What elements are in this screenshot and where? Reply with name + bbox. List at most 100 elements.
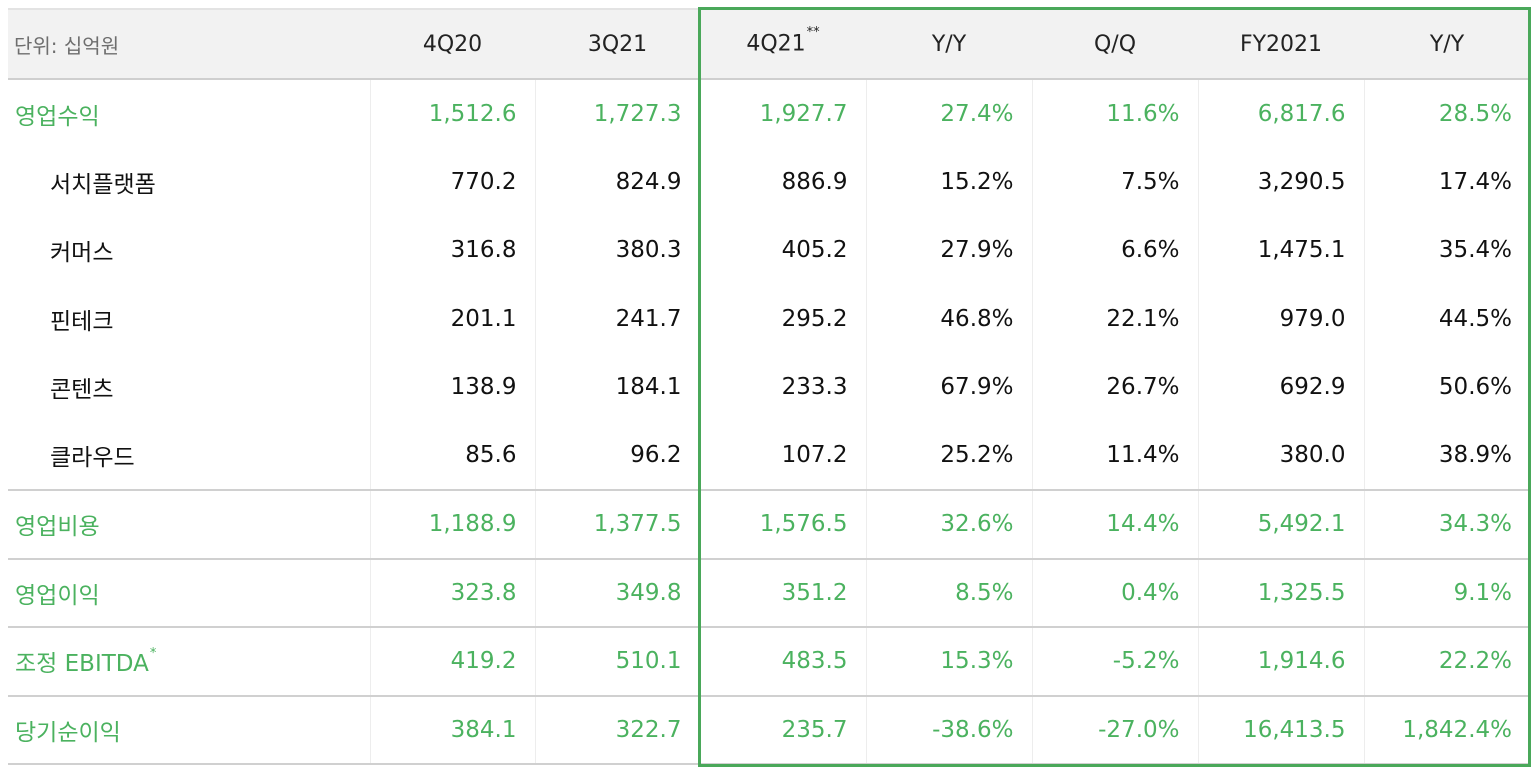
cell-yoy-quarter: 8.5% (865, 557, 1032, 627)
column-header-fy2021: FY2021 (1198, 8, 1364, 80)
cell-yoy-quarter: 32.6% (865, 489, 1032, 559)
table-row-operating-expenses: 영업비용 1,188.9 1,377.5 1,576.5 32.6% 14.4% 5,492… (8, 489, 1530, 559)
cell-yoy-quarter: 15.3% (865, 626, 1032, 696)
cell-yoy-annual: 9.1% (1363, 557, 1530, 627)
row-label: 영업이익 (8, 557, 370, 627)
cell-3q21: 322.7 (534, 694, 700, 765)
cell-3q21: 510.1 (534, 626, 700, 696)
row-label: 클라우드 (8, 422, 370, 491)
row-label: 조정 EBITDA* (8, 626, 370, 696)
unit-label: 단위: 십억원 (8, 8, 370, 80)
row-label-text: 클라우드 (50, 445, 135, 472)
cell-yoy-quarter: 27.9% (865, 216, 1032, 285)
cell-3q21: 349.8 (534, 557, 700, 627)
cell-4q21: 107.2 (699, 421, 866, 490)
cell-3q21: 96.2 (534, 421, 700, 490)
cell-yoy-quarter: -38.6% (865, 694, 1032, 765)
cell-yoy-annual: 35.4% (1363, 216, 1530, 285)
cell-qoq: 26.7% (1031, 353, 1198, 422)
cell-4q21: 233.3 (699, 353, 866, 422)
table-row-operating-income: 영업이익 323.8 349.8 351.2 8.5% 0.4% 1,325.5 9.1% (8, 557, 1530, 627)
cell-qoq: 7.5% (1031, 147, 1198, 216)
cell-4q20: 770.2 (369, 147, 535, 216)
column-header-4q20: 4Q20 (370, 8, 535, 80)
cell-4q21: 405.2 (699, 216, 866, 285)
cell-qoq: 11.4% (1031, 421, 1198, 490)
row-label-text: 커머스 (50, 240, 114, 267)
table-row-fintech: 핀테크 201.1 241.7 295.2 46.8% 22.1% 979.0 44.5% (8, 284, 1530, 354)
cell-yoy-annual: 22.2% (1363, 626, 1530, 696)
cell-fy2021: 5,492.1 (1197, 489, 1364, 559)
row-label: 핀테크 (8, 285, 370, 354)
table-row-commerce: 커머스 316.8 380.3 405.2 27.9% 6.6% 1,475.1 35.4% (8, 216, 1530, 285)
cell-4q21: 886.9 (699, 147, 866, 216)
cell-4q21: 1,576.5 (699, 489, 866, 559)
cell-fy2021: 380.0 (1197, 421, 1364, 490)
table-row-net-income: 당기순이익 384.1 322.7 235.7 -38.6% -27.0% 16,413.5… (8, 694, 1530, 765)
cell-qoq: 0.4% (1031, 557, 1198, 627)
row-label: 영업수익 (8, 79, 370, 148)
cell-4q20: 323.8 (369, 557, 535, 627)
cell-yoy-annual: 50.6% (1363, 353, 1530, 422)
cell-yoy-annual: 28.5% (1363, 79, 1530, 148)
cell-4q21: 1,927.7 (699, 79, 866, 148)
cell-yoy-annual: 38.9% (1363, 421, 1530, 490)
cell-3q21: 824.9 (534, 147, 700, 216)
row-label-text: 당기순이익 (15, 719, 121, 746)
column-header-yoy-quarter: Y/Y (866, 8, 1032, 80)
table-row-cloud: 클라우드 85.6 96.2 107.2 25.2% 11.4% 380.0 38.9% (8, 421, 1530, 491)
cell-fy2021: 6,817.6 (1197, 79, 1364, 148)
cell-yoy-quarter: 67.9% (865, 353, 1032, 422)
cell-4q20: 316.8 (369, 216, 535, 285)
footnote-marker-4q21: ** (806, 25, 820, 41)
cell-4q20: 201.1 (369, 284, 535, 353)
cell-qoq: -27.0% (1031, 694, 1198, 765)
cell-yoy-quarter: 27.4% (865, 79, 1032, 148)
cell-4q21: 351.2 (699, 557, 866, 627)
table-row-operating-revenue: 영업수익 1,512.6 1,727.3 1,927.7 27.4% 11.6% 6,817… (8, 79, 1530, 148)
row-label-text: 조정 EBITDA (15, 651, 149, 678)
row-label: 서치플랫폼 (8, 148, 370, 217)
column-header-qoq: Q/Q (1032, 8, 1198, 80)
row-label: 커머스 (8, 216, 370, 285)
cell-yoy-quarter: 15.2% (865, 147, 1032, 216)
row-label-text: 서치플랫폼 (50, 171, 156, 198)
row-label-text: 영업수익 (15, 103, 100, 130)
cell-4q21: 295.2 (699, 284, 866, 353)
column-header-yoy-annual: Y/Y (1364, 8, 1530, 80)
cell-fy2021: 3,290.5 (1197, 147, 1364, 216)
column-header-4q21: 4Q21** (700, 8, 866, 80)
cell-fy2021: 16,413.5 (1197, 694, 1364, 765)
cell-yoy-annual: 1,842.4% (1363, 694, 1530, 765)
cell-4q21: 483.5 (699, 626, 866, 696)
cell-fy2021: 692.9 (1197, 353, 1364, 422)
cell-4q20: 419.2 (369, 626, 535, 696)
cell-4q20: 1,188.9 (369, 489, 535, 559)
table-row-contents: 콘텐츠 138.9 184.1 233.3 67.9% 26.7% 692.9 50.6% (8, 353, 1530, 422)
row-label-text: 핀테크 (50, 308, 114, 335)
row-label-text: 영업비용 (15, 514, 100, 541)
cell-fy2021: 1,325.5 (1197, 557, 1364, 627)
column-header-4q21-text: 4Q21 (746, 31, 806, 57)
cell-3q21: 184.1 (534, 353, 700, 422)
cell-3q21: 380.3 (534, 216, 700, 285)
cell-3q21: 1,727.3 (534, 79, 700, 148)
cell-4q20: 85.6 (369, 421, 535, 490)
cell-qoq: 14.4% (1031, 489, 1198, 559)
financial-summary-table: 단위: 십억원 4Q20 3Q21 4Q21** Y/Y Q/Q FY2021 … (8, 8, 1530, 765)
row-label: 콘텐츠 (8, 353, 370, 422)
cell-3q21: 241.7 (534, 284, 700, 353)
cell-fy2021: 979.0 (1197, 284, 1364, 353)
cell-fy2021: 1,475.1 (1197, 216, 1364, 285)
row-label: 당기순이익 (8, 694, 370, 765)
cell-yoy-quarter: 25.2% (865, 421, 1032, 490)
cell-3q21: 1,377.5 (534, 489, 700, 559)
footnote-marker: * (149, 645, 157, 661)
cell-yoy-annual: 34.3% (1363, 489, 1530, 559)
table-body: 영업수익 1,512.6 1,727.3 1,927.7 27.4% 11.6% 6,817… (8, 79, 1530, 765)
cell-qoq: -5.2% (1031, 626, 1198, 696)
column-header-3q21: 3Q21 (535, 8, 700, 80)
row-label-text: 콘텐츠 (50, 377, 114, 404)
cell-4q20: 1,512.6 (369, 79, 535, 148)
cell-yoy-annual: 17.4% (1363, 147, 1530, 216)
